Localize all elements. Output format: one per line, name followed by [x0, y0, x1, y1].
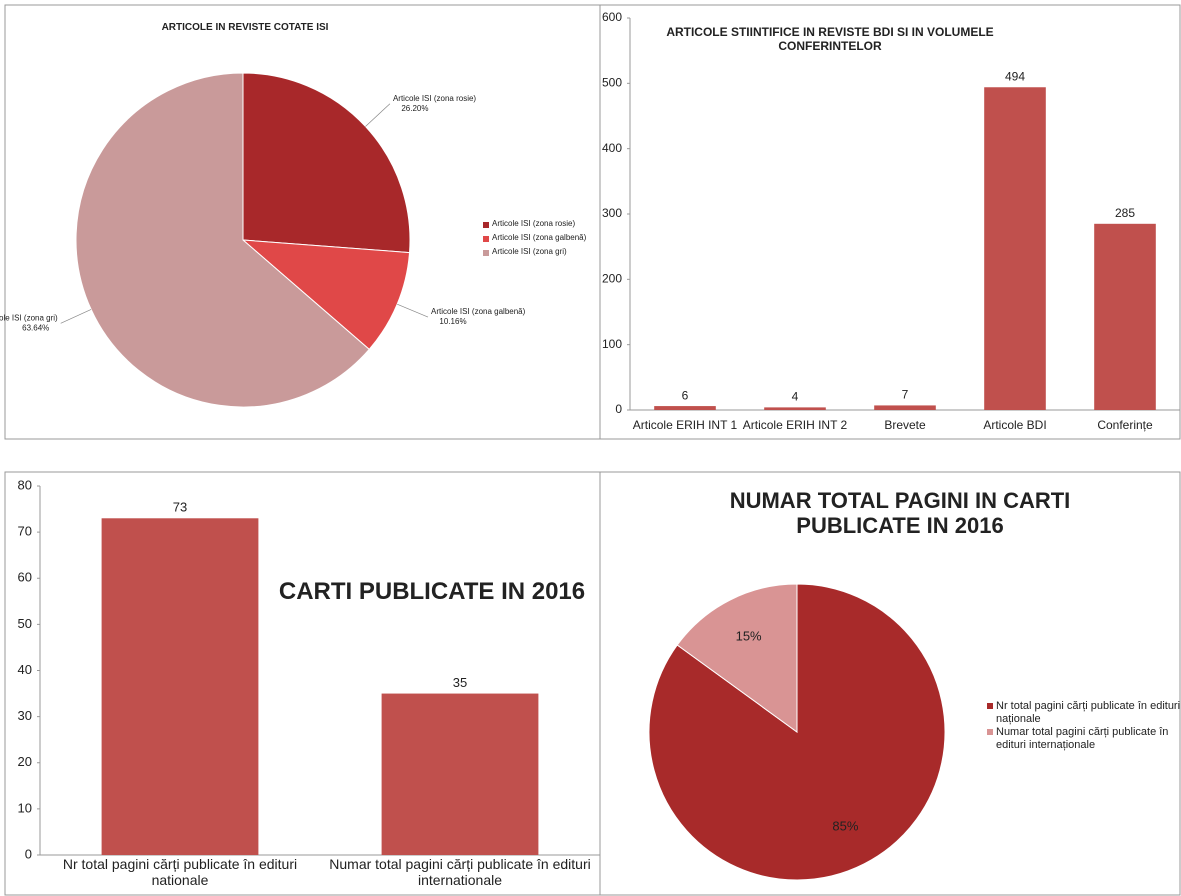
slice-label: Articole ISI (zona gri) — [0, 313, 58, 322]
slice-label: Articole ISI (zona rosie) — [393, 94, 476, 103]
x-tick-label: Conferințe — [1097, 418, 1153, 432]
legend-swatch — [987, 703, 993, 709]
y-tick-label: 0 — [615, 402, 622, 416]
chart-title: ARTICOLE STIINTIFICE IN REVISTE BDI SI I… — [666, 25, 994, 53]
y-tick-label: 70 — [18, 524, 32, 539]
bar — [984, 87, 1046, 411]
panel — [599, 4, 1181, 440]
bar — [381, 693, 539, 855]
slice-value: 26.20% — [401, 104, 428, 113]
y-tick-label: 100 — [602, 337, 622, 351]
data-label: 6 — [682, 388, 689, 402]
legend-swatch — [987, 729, 993, 735]
y-tick-label: 400 — [602, 141, 622, 155]
slice-value: 63.64% — [22, 323, 49, 332]
y-tick-label: 40 — [18, 662, 32, 677]
x-tick-label: Articole ERIH INT 2 — [742, 418, 848, 432]
y-tick-label: 80 — [18, 477, 32, 492]
legend-swatch — [483, 222, 489, 228]
leader-line — [397, 303, 429, 318]
chart-title: CARTI PUBLICATE IN 2016 — [278, 578, 586, 605]
bar — [654, 406, 716, 410]
leader-line — [60, 309, 92, 324]
leader-line — [365, 103, 391, 127]
legend-label: Articole ISI (zona galbenă) — [492, 233, 587, 242]
chart-title: NUMAR TOTAL PAGINI IN CARTI PUBLICATE IN… — [729, 488, 1071, 539]
legend-label: Nr total pagini cărți publicate în editu… — [996, 700, 1181, 725]
bar — [1094, 223, 1156, 410]
legend-label: Numar total pagini cărți publicate în ed… — [996, 726, 1169, 751]
x-tick-label: Numar total pagini cărți publicate în ed… — [329, 856, 591, 889]
pie-slice — [242, 72, 411, 254]
slice-value: 15% — [736, 628, 762, 643]
pie-slice — [676, 583, 798, 733]
bar — [764, 407, 826, 410]
data-label: 494 — [1005, 69, 1025, 83]
data-label: 4 — [792, 390, 799, 404]
y-tick-label: 300 — [602, 206, 622, 220]
y-tick-label: 200 — [602, 272, 622, 286]
legend-swatch — [483, 250, 489, 256]
data-label: 73 — [173, 500, 187, 515]
slice-label: Articole ISI (zona galbenă) — [431, 307, 526, 316]
y-tick-label: 600 — [602, 10, 622, 24]
bar — [101, 518, 259, 855]
y-tick-label: 20 — [18, 754, 32, 769]
y-tick-label: 60 — [18, 570, 32, 585]
y-tick-label: 30 — [18, 708, 32, 723]
pie-slice — [75, 72, 370, 408]
y-tick-label: 10 — [18, 800, 32, 815]
y-tick-label: 0 — [25, 846, 32, 861]
y-tick-label: 500 — [602, 76, 622, 90]
slice-value: 85% — [832, 818, 858, 833]
x-tick-label: Articole BDI — [983, 418, 1047, 432]
data-label: 35 — [453, 675, 467, 690]
x-tick-label: Brevete — [884, 418, 926, 432]
slice-value: 10.16% — [439, 317, 466, 326]
data-label: 7 — [902, 388, 909, 402]
legend-swatch — [483, 236, 489, 242]
bar — [874, 405, 936, 410]
legend-label: Articole ISI (zona gri) — [492, 247, 567, 256]
x-tick-label: Nr total pagini cărți publicate în editu… — [62, 856, 298, 889]
data-label: 285 — [1115, 206, 1135, 220]
y-tick-label: 50 — [18, 616, 32, 631]
x-tick-label: Articole ERIH INT 1 — [632, 418, 738, 432]
chart-title: ARTICOLE IN REVISTE COTATE ISI — [161, 22, 329, 33]
panel — [599, 471, 1181, 896]
legend-label: Articole ISI (zona rosie) — [492, 219, 576, 228]
